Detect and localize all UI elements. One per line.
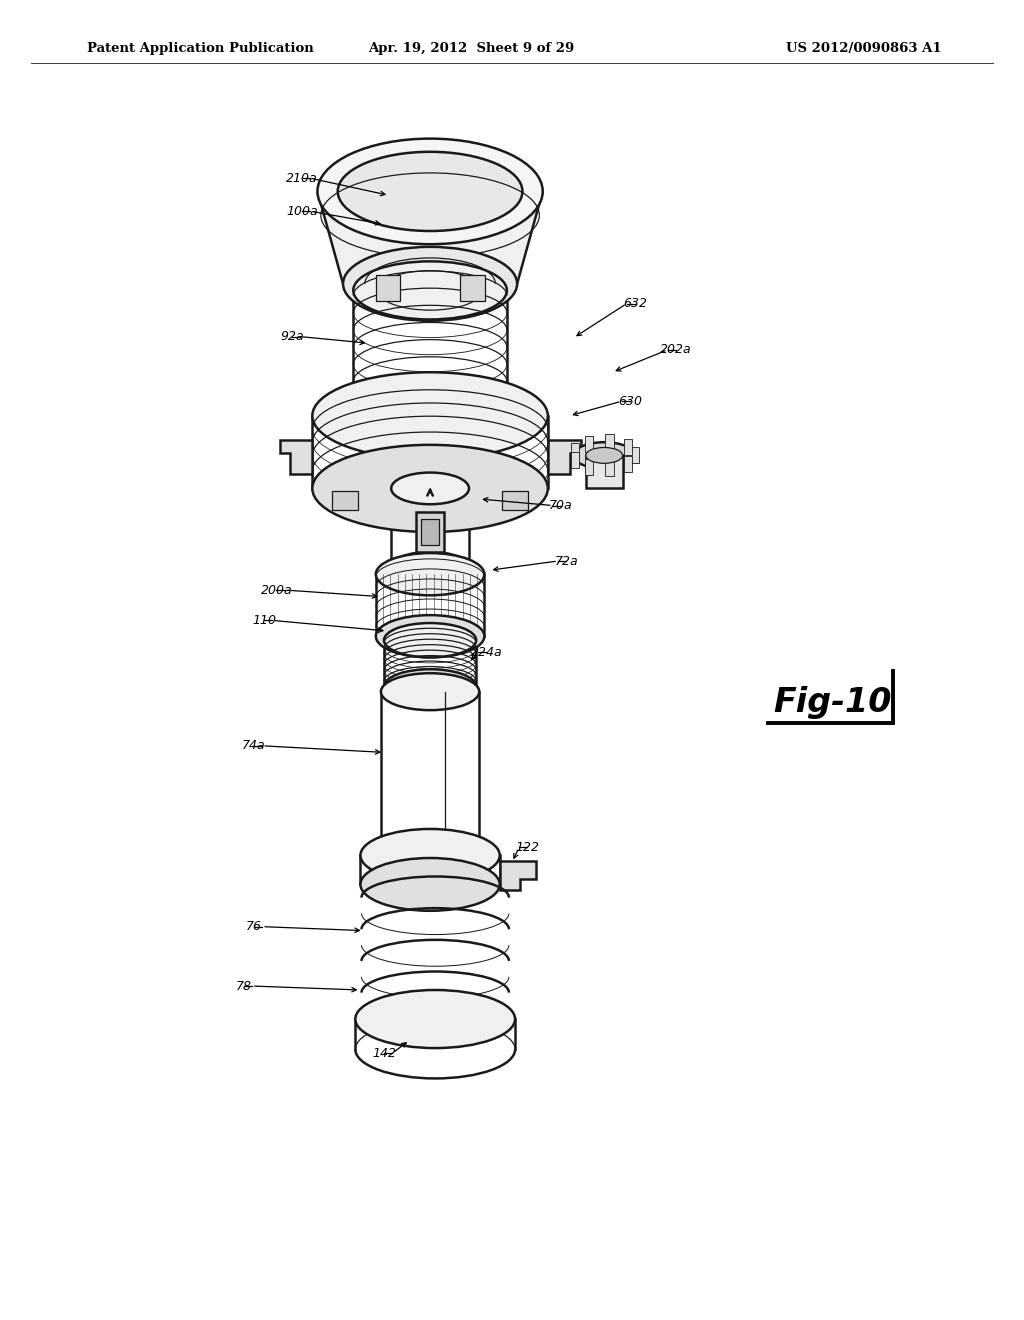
Text: 210a: 210a [287, 172, 317, 185]
Text: 110: 110 [252, 614, 276, 627]
Text: 122: 122 [515, 841, 540, 854]
Text: Apr. 19, 2012  Sheet 9 of 29: Apr. 19, 2012 Sheet 9 of 29 [368, 42, 574, 55]
Text: Fig-10: Fig-10 [773, 686, 892, 718]
Ellipse shape [391, 552, 469, 583]
Ellipse shape [376, 553, 484, 595]
Ellipse shape [355, 990, 515, 1048]
Text: 142: 142 [372, 1047, 396, 1060]
FancyBboxPatch shape [376, 275, 400, 301]
Ellipse shape [312, 445, 548, 532]
Ellipse shape [586, 447, 623, 463]
Polygon shape [548, 440, 581, 474]
Text: 202a: 202a [660, 343, 691, 356]
Ellipse shape [384, 669, 476, 704]
Polygon shape [332, 491, 358, 510]
Ellipse shape [312, 372, 548, 459]
Text: Patent Application Publication: Patent Application Publication [87, 42, 313, 55]
FancyBboxPatch shape [421, 519, 439, 545]
Text: 70a: 70a [549, 499, 573, 512]
Polygon shape [585, 459, 593, 475]
Ellipse shape [381, 833, 479, 870]
Polygon shape [585, 436, 593, 451]
Polygon shape [586, 455, 623, 488]
Text: 92a: 92a [280, 330, 304, 343]
Ellipse shape [384, 623, 476, 657]
Text: 224a: 224a [471, 645, 502, 659]
FancyBboxPatch shape [460, 275, 484, 301]
Ellipse shape [573, 442, 635, 469]
Polygon shape [624, 455, 632, 471]
Polygon shape [624, 440, 632, 455]
Text: 100a: 100a [287, 205, 317, 218]
Ellipse shape [360, 829, 500, 882]
Ellipse shape [353, 380, 507, 438]
Ellipse shape [317, 139, 543, 244]
Text: 630: 630 [617, 395, 642, 408]
Ellipse shape [391, 473, 469, 504]
Polygon shape [571, 451, 580, 467]
FancyBboxPatch shape [416, 512, 444, 552]
Polygon shape [571, 444, 580, 459]
Polygon shape [317, 191, 543, 284]
Polygon shape [502, 491, 528, 510]
Polygon shape [631, 447, 639, 463]
Polygon shape [605, 461, 613, 477]
Text: 200a: 200a [261, 583, 292, 597]
Polygon shape [605, 434, 613, 450]
Text: 78: 78 [236, 979, 252, 993]
Polygon shape [500, 861, 536, 890]
Text: 632: 632 [623, 297, 647, 310]
Text: US 2012/0090863 A1: US 2012/0090863 A1 [786, 42, 942, 55]
Ellipse shape [343, 247, 517, 321]
Ellipse shape [353, 261, 507, 319]
Text: 76: 76 [246, 920, 262, 933]
Ellipse shape [338, 152, 522, 231]
Ellipse shape [376, 615, 484, 657]
Polygon shape [280, 440, 312, 474]
Text: 72a: 72a [554, 554, 579, 568]
Text: 74a: 74a [242, 739, 266, 752]
Ellipse shape [360, 858, 500, 911]
Ellipse shape [381, 673, 479, 710]
